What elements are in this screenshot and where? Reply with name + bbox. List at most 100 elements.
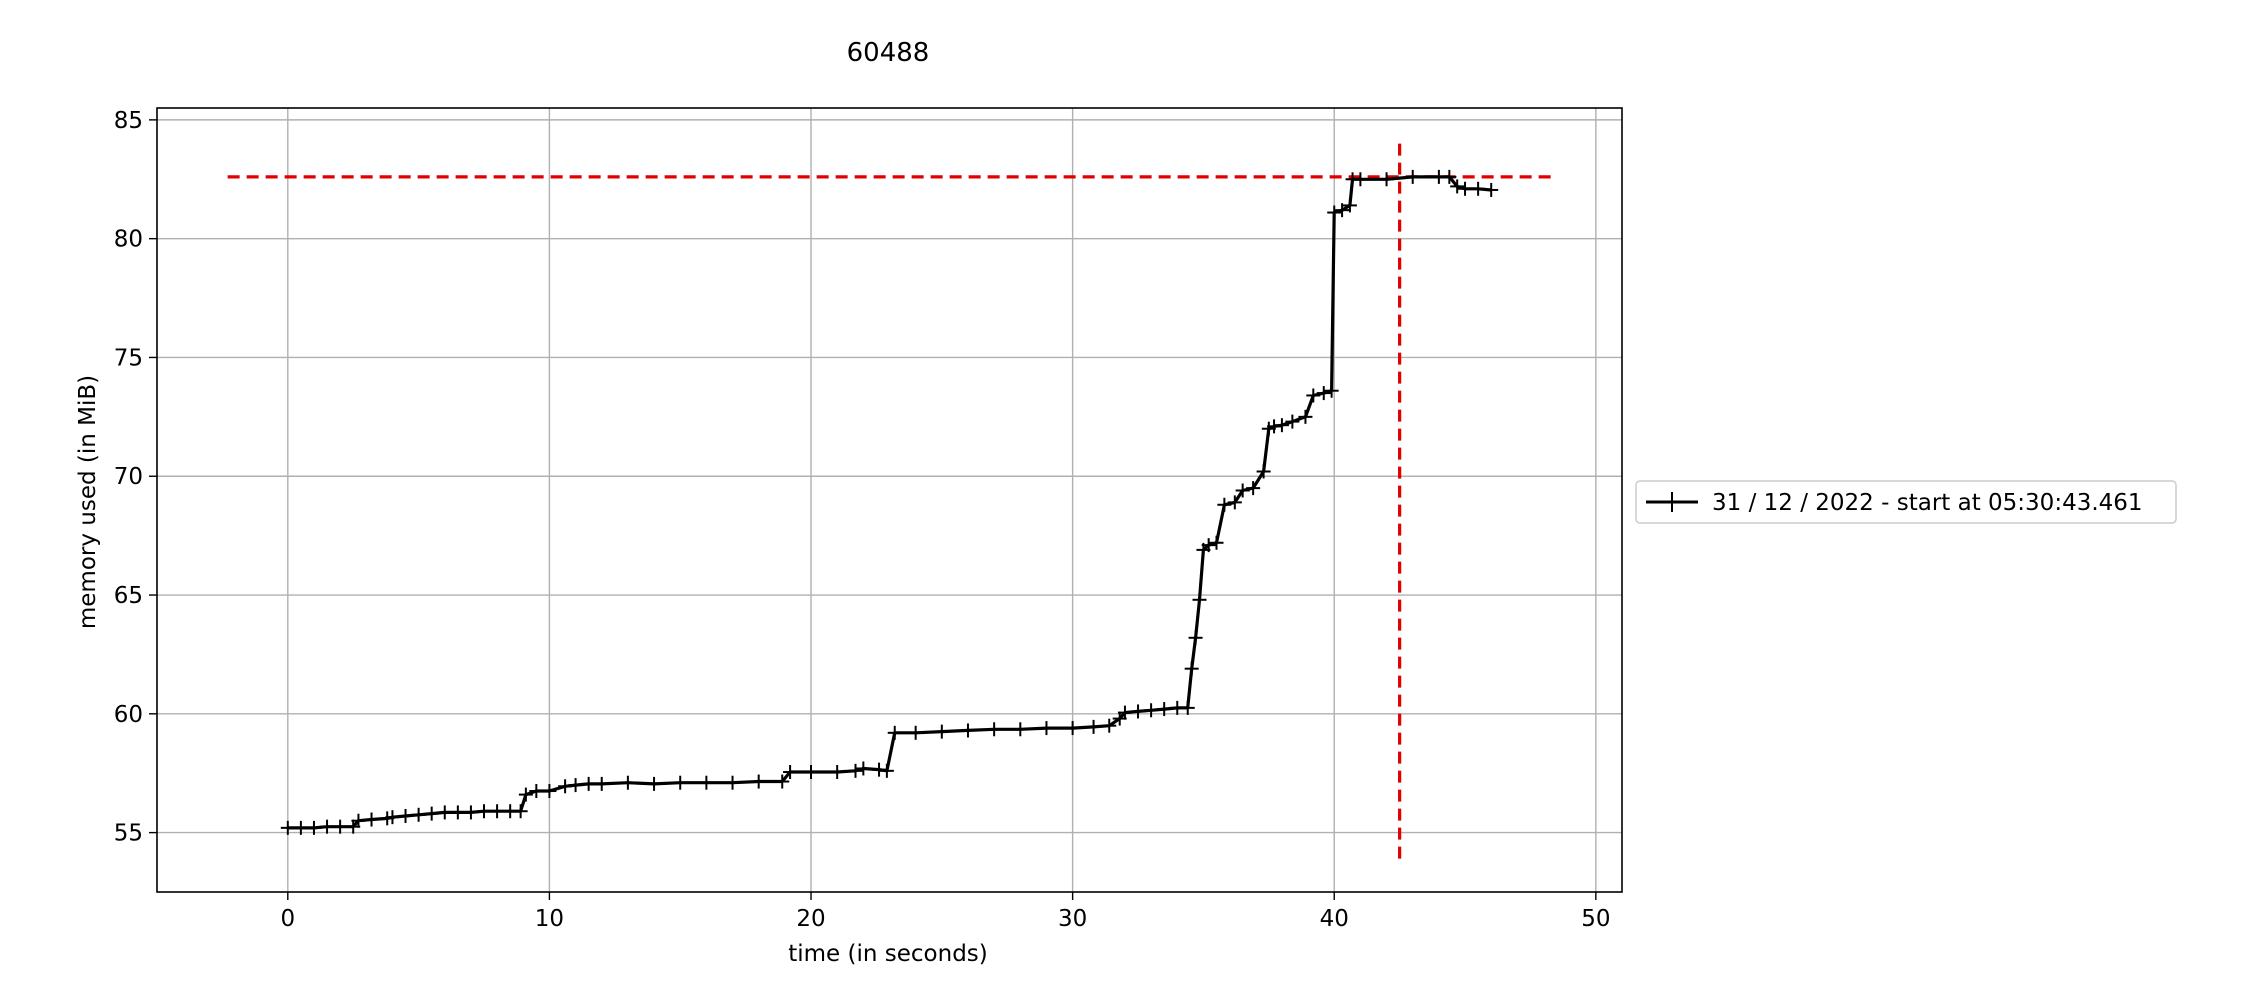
data-point [775,774,790,789]
data-point [1227,495,1242,510]
data-point [594,776,609,791]
y-axis-label: memory used (in MiB) [75,375,101,629]
data-point [1405,169,1420,184]
data-point [581,776,596,791]
data-point [477,804,492,819]
data-point [518,787,533,802]
legend: 31 / 12 / 2022 - start at 05:30:43.461 [1635,480,2177,524]
data-point [1131,704,1146,719]
data-point [1039,721,1054,736]
data-point [620,775,635,790]
y-tick-label: 60 [114,702,143,728]
y-tick-label: 75 [114,345,143,371]
data-point [490,804,505,819]
y-tick-label: 65 [114,583,143,609]
data-point [751,774,766,789]
data-point [293,820,308,835]
data-point [783,765,798,780]
data-point [1180,700,1195,715]
data-point [1256,464,1271,479]
data-point [398,808,413,823]
data-point [1450,179,1465,194]
data-point [1217,497,1232,512]
data-point [280,820,295,835]
data-point [411,807,426,822]
data-point [1086,719,1101,734]
data-point [1342,198,1357,213]
plot-frame [156,107,1623,893]
data-point [848,763,863,778]
data-point [1274,418,1289,433]
data-point [385,810,400,825]
data-point [725,775,740,790]
series-line [287,175,1492,830]
data-point [1157,702,1172,717]
y-tick-label: 55 [114,821,143,847]
data-point [364,812,379,827]
data-point [647,776,662,791]
data-point [879,763,894,778]
data-point [830,765,845,780]
x-tick-label: 0 [280,906,295,932]
data-point [320,819,335,834]
data-point [306,820,321,835]
data-point [887,725,902,740]
data-point [1192,592,1207,607]
y-axis-ticks: 55 60 65 70 75 80 85 [114,108,157,847]
data-point [1316,386,1331,401]
data-point [1102,718,1117,733]
data-point [1013,722,1028,737]
data-point [1353,172,1368,187]
data-point [987,722,1002,737]
y-tick-label: 85 [114,108,143,134]
legend-frame [1635,480,2177,524]
data-point [1117,705,1132,720]
data-point [1327,205,1342,220]
data-point [529,784,544,799]
data-point [1324,383,1339,398]
legend-series-label: 31 / 12 / 2022 - start at 05:30:43.461 [1712,490,2143,516]
data-point [1235,483,1250,498]
data-point [450,805,465,820]
data-point [437,805,452,820]
data-point [856,761,871,776]
data-point [1484,182,1499,197]
grid-lines [157,108,1622,892]
data-point [960,723,975,738]
data-point [1065,721,1080,736]
data-point [1298,409,1313,424]
data-point [463,805,478,820]
data-point [872,762,887,777]
data-point [1144,703,1159,718]
data-point [542,784,557,799]
y-tick-label: 70 [114,464,143,490]
data-point [908,725,923,740]
data-point [1184,661,1199,676]
data-point [1335,203,1350,218]
data-point [934,724,949,739]
data-point [513,804,528,819]
data-point [333,819,348,834]
x-tick-label: 10 [535,906,564,932]
data-point [1458,181,1473,196]
data-point [1471,181,1486,196]
x-tick-label: 20 [796,906,825,932]
data-point [424,806,439,821]
data-point [558,779,573,794]
data-point [804,765,819,780]
data-point [1267,419,1282,434]
data-point [673,775,688,790]
series-layer [280,169,1499,835]
chart-title: 60488 [847,38,930,68]
x-axis-label: time (in seconds) [788,941,988,967]
data-point [568,778,583,793]
data-point [1442,169,1457,184]
data-point [1285,414,1300,429]
reference-lines [227,143,1552,859]
data-point [1379,172,1394,187]
data-point [1306,388,1321,403]
data-point [1209,535,1224,550]
x-tick-label: 40 [1320,906,1349,932]
y-tick-label: 80 [114,227,143,253]
x-tick-label: 50 [1581,906,1610,932]
